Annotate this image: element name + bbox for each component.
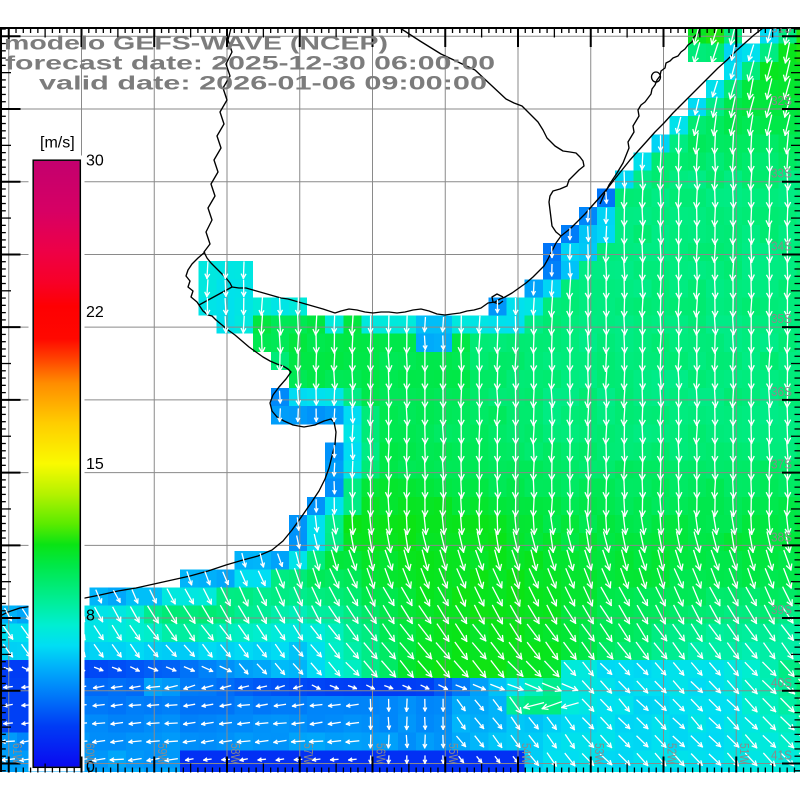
svg-text:53W: 53W (592, 743, 606, 764)
svg-text:55W: 55W (446, 743, 460, 764)
svg-text:forecast date: 2025-12-30 06:0: forecast date: 2025-12-30 06:00:00 (5, 53, 495, 75)
svg-text:61W: 61W (10, 743, 24, 764)
svg-text:valid date: 2026-01-06 09:00:0: valid date: 2026-01-06 09:00:00 (39, 73, 487, 95)
svg-text:37S: 37S (771, 458, 792, 472)
svg-text:41S: 41S (771, 749, 792, 763)
svg-text:34S: 34S (771, 239, 792, 253)
svg-text:8: 8 (86, 608, 95, 625)
svg-text:58W: 58W (228, 743, 242, 764)
svg-text:57W: 57W (301, 743, 315, 764)
svg-text:59W: 59W (155, 743, 169, 764)
svg-text:56W: 56W (374, 743, 388, 764)
svg-text:modelo GEFS-WAVE (NCEP): modelo GEFS-WAVE (NCEP) (4, 33, 388, 55)
svg-text:39S: 39S (771, 603, 792, 617)
svg-text:22: 22 (86, 304, 104, 321)
svg-text:30: 30 (86, 153, 104, 170)
svg-text:60W: 60W (83, 743, 97, 764)
svg-text:35S: 35S (771, 312, 792, 326)
svg-text:51W: 51W (737, 743, 751, 764)
svg-text:33S: 33S (771, 167, 792, 181)
svg-text:15: 15 (86, 456, 104, 473)
svg-text:38S: 38S (771, 530, 792, 544)
svg-text:54W: 54W (519, 743, 533, 764)
svg-text:52W: 52W (665, 743, 679, 764)
svg-text:[m/s]: [m/s] (40, 135, 75, 152)
svg-text:32S: 32S (771, 94, 792, 108)
svg-text:40S: 40S (771, 676, 792, 690)
svg-text:36S: 36S (771, 385, 792, 399)
